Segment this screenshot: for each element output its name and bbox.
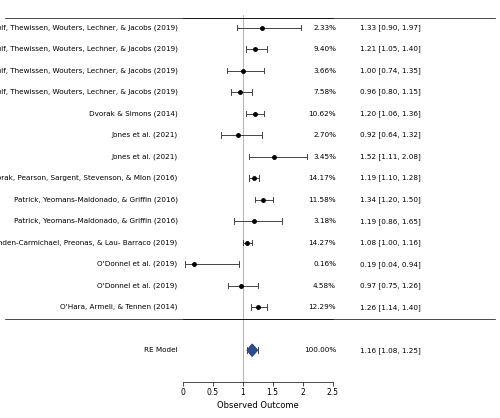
Text: 1.16 [1.08, 1.25]: 1.16 [1.08, 1.25] <box>360 347 421 354</box>
Text: 0.19 [0.04, 0.94]: 0.19 [0.04, 0.94] <box>360 261 421 268</box>
Text: 14.17%: 14.17% <box>308 175 336 181</box>
X-axis label: Observed Outcome: Observed Outcome <box>216 401 298 410</box>
Polygon shape <box>248 344 258 356</box>
Text: 100.00%: 100.00% <box>304 347 336 353</box>
Text: 0.96 [0.80, 1.15]: 0.96 [0.80, 1.15] <box>360 89 421 95</box>
Text: Dvorak, Pearson, Sargent, Stevenson, & Mlon (2016): Dvorak, Pearson, Sargent, Stevenson, & M… <box>0 175 178 181</box>
Text: 9.40%: 9.40% <box>313 46 336 52</box>
Text: 0.97 [0.75, 1.26]: 0.97 [0.75, 1.26] <box>360 282 421 289</box>
Text: 1.20 [1.06, 1.36]: 1.20 [1.06, 1.36] <box>360 110 421 117</box>
Text: Stamates, Linden-Carmichael, Preonas, & Lau- Barraco (2019): Stamates, Linden-Carmichael, Preonas, & … <box>0 240 178 246</box>
Text: 1.19 [1.10, 1.28]: 1.19 [1.10, 1.28] <box>360 175 421 181</box>
Text: 1.19 [0.86, 1.65]: 1.19 [0.86, 1.65] <box>360 218 421 224</box>
Text: 0.92 [0.64, 1.32]: 0.92 [0.64, 1.32] <box>360 132 421 138</box>
Text: 2.33%: 2.33% <box>313 25 336 31</box>
Text: 1.08 [1.00, 1.16]: 1.08 [1.00, 1.16] <box>360 239 421 246</box>
Text: 7.58%: 7.58% <box>313 89 336 95</box>
Text: 4.58%: 4.58% <box>313 283 336 289</box>
Text: O'Donnel et al. (2019): O'Donnel et al. (2019) <box>98 283 178 289</box>
Text: Patrick, Yeomans-Maldonado, & Griffin (2016): Patrick, Yeomans-Maldonado, & Griffin (2… <box>14 218 177 224</box>
Text: 3.45%: 3.45% <box>313 153 336 160</box>
Text: Jones et al. (2021): Jones et al. (2021) <box>112 153 178 160</box>
Text: 1.21 [1.05, 1.40]: 1.21 [1.05, 1.40] <box>360 46 421 52</box>
Text: 14.27%: 14.27% <box>308 240 336 246</box>
Text: Jones et al. (2021): Jones et al. (2021) <box>112 132 178 138</box>
Text: 1.00 [0.74, 1.35]: 1.00 [0.74, 1.35] <box>360 67 421 74</box>
Text: 1.33 [0.90, 1.97]: 1.33 [0.90, 1.97] <box>360 24 421 31</box>
Text: 12.29%: 12.29% <box>308 304 336 310</box>
Text: RE Model: RE Model <box>144 347 178 353</box>
Text: O'Hara, Armeli, & Tennen (2014): O'Hara, Armeli, & Tennen (2014) <box>60 304 178 311</box>
Text: 1.34 [1.20, 1.50]: 1.34 [1.20, 1.50] <box>360 196 421 203</box>
Text: 3.66%: 3.66% <box>313 68 336 74</box>
Text: 1.52 [1.11, 2.08]: 1.52 [1.11, 2.08] <box>360 153 421 160</box>
Text: Dvorak & Simons (2014): Dvorak & Simons (2014) <box>89 110 178 117</box>
Text: 10.62%: 10.62% <box>308 111 336 117</box>
Text: Dulf, Thewissen, Wouters, Lechner, & Jacobs (2019): Dulf, Thewissen, Wouters, Lechner, & Jac… <box>0 46 178 52</box>
Text: O'Donnel et al. (2019): O'Donnel et al. (2019) <box>98 261 178 268</box>
Text: Patrick, Yeomans-Maldonado, & Griffin (2016): Patrick, Yeomans-Maldonado, & Griffin (2… <box>14 196 177 203</box>
Text: Dulf, Thewissen, Wouters, Lechner, & Jacobs (2019): Dulf, Thewissen, Wouters, Lechner, & Jac… <box>0 24 178 31</box>
Text: 1.26 [1.14, 1.40]: 1.26 [1.14, 1.40] <box>360 304 421 311</box>
Text: Dulf, Thewissen, Wouters, Lechner, & Jacobs (2019): Dulf, Thewissen, Wouters, Lechner, & Jac… <box>0 67 178 74</box>
Text: Dulf, Thewissen, Wouters, Lechner, & Jacobs (2019): Dulf, Thewissen, Wouters, Lechner, & Jac… <box>0 89 178 95</box>
Text: 0.16%: 0.16% <box>313 261 336 267</box>
Text: 2.70%: 2.70% <box>313 132 336 138</box>
Text: 3.18%: 3.18% <box>313 218 336 224</box>
Text: 11.58%: 11.58% <box>308 196 336 203</box>
